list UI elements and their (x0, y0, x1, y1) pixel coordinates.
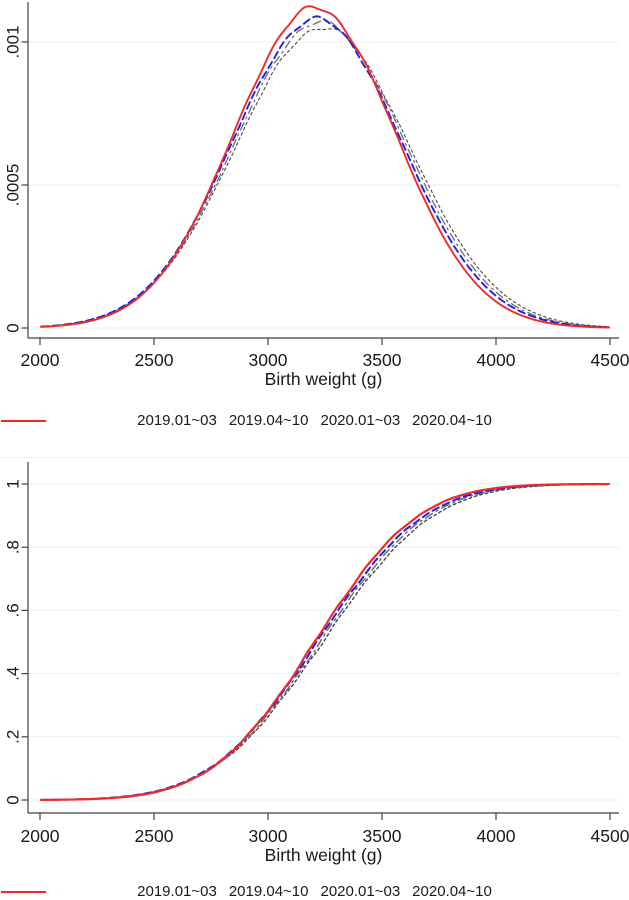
density-legend: 2019.01~03 2019.04~10 2020.01~03 2020.04~10 (0, 412, 629, 429)
density-chart: 0 .0005 .001 2000 2500 3000 3500 4000 4500 Birth … (3, 2, 629, 389)
legend-item-label: 2020.04~10 (412, 883, 492, 900)
series-line-2019-01-03 (40, 28, 610, 328)
y-tick-label: .4 (3, 667, 22, 681)
legend-item-2020-01-03: 2020.01~03 (1, 412, 401, 429)
legend-item-label: 2020.01~03 (320, 883, 401, 900)
legend-item-label: 2019.01~03 (137, 883, 217, 900)
legend-item-2019-01-03: 2019.01~03 (1, 883, 217, 900)
x-tick-label: 3000 (249, 826, 288, 846)
series-line-2020-01-03 (40, 483, 610, 801)
legend-item-2020-01-03: 2020.01~03 (1, 883, 401, 900)
x-tick-label: 4500 (591, 826, 629, 846)
series-line-2020-04-10 (40, 5, 610, 329)
series-line-2019-04-10 (40, 483, 610, 801)
legend-item-label: 2019.04~10 (228, 412, 309, 429)
legend-item-label: 2019.04~10 (228, 883, 309, 900)
x-tick-label: 4000 (477, 826, 516, 846)
legend-item-label: 2020.01~03 (320, 412, 401, 429)
legend-line-sample (1, 419, 46, 422)
x-tick-label: 3500 (363, 350, 402, 370)
y-tick-label: .0005 (3, 164, 22, 207)
legend-line-sample (1, 890, 46, 893)
cdf-chart: 0 .2 .4 .6 .8 1 2000 2500 3000 3500 4000 4500 Birth … (3, 462, 629, 865)
legend-item-2020-04-10: 2020.04~10 (1, 883, 492, 900)
y-tick-label: 0 (3, 323, 22, 332)
x-tick-label: 4500 (591, 350, 629, 370)
y-tick-label: .2 (3, 730, 22, 744)
y-tick-label: .6 (3, 603, 22, 617)
legend-item-2019-01-03: 2019.01~03 (1, 412, 217, 429)
legend-item-2019-04-10: 2019.04~10 (1, 412, 309, 429)
x-tick-label: 4000 (477, 350, 516, 370)
x-tick-label: 2000 (21, 826, 60, 846)
x-tick-label: 2500 (135, 826, 174, 846)
series-line-2019-04-10 (40, 19, 610, 328)
x-axis-title: Birth weight (g) (265, 845, 383, 865)
x-tick-label: 3500 (363, 826, 402, 846)
x-tick-label: 2000 (21, 350, 60, 370)
y-tick-label: 1 (3, 479, 22, 488)
y-tick-label: 0 (3, 795, 22, 804)
cdf-legend: 2019.01~03 2019.04~10 2020.01~03 2020.04~10 (0, 883, 629, 900)
series-line-2020-04-10 (40, 482, 610, 801)
legend-item-2019-04-10: 2019.04~10 (1, 883, 309, 900)
series-line-2019-01-03 (40, 483, 610, 801)
y-tick-label: .001 (3, 25, 22, 58)
legend-item-2020-04-10: 2020.04~10 (1, 412, 492, 429)
legend-item-label: 2020.04~10 (412, 412, 492, 429)
x-tick-label: 3000 (249, 350, 288, 370)
panel-divider (0, 457, 629, 458)
x-axis-title: Birth weight (g) (265, 369, 383, 389)
series-line-2020-01-03 (40, 15, 610, 329)
y-tick-label: .8 (3, 540, 22, 554)
legend-item-label: 2019.01~03 (137, 412, 217, 429)
x-tick-label: 2500 (135, 350, 174, 370)
